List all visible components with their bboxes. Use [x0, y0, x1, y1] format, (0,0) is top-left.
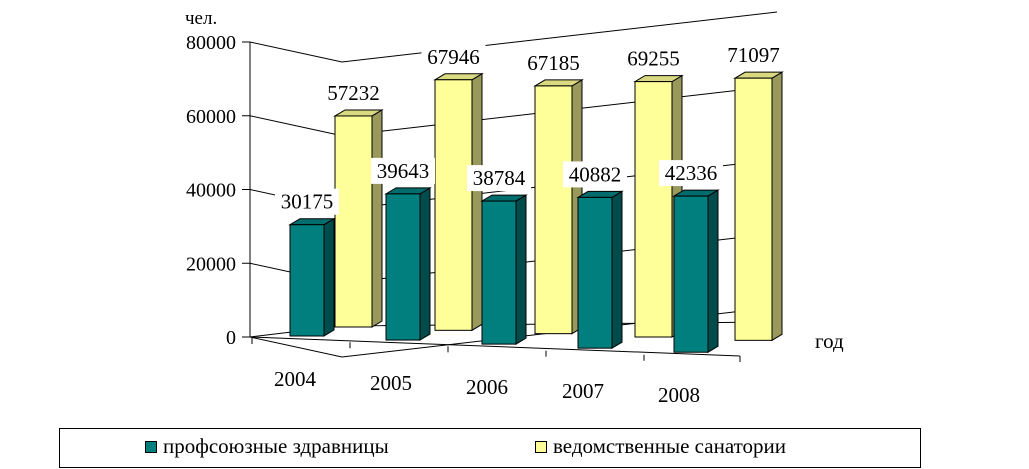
y-axis-unit-label: чел. — [185, 8, 217, 29]
data-label-series-2-0: 57232 — [327, 81, 380, 105]
data-label-series-2-2: 67185 — [527, 51, 580, 75]
bar-series-2-4 — [734, 77, 773, 341]
bar-series-2-3 — [634, 81, 673, 338]
x-tick-label: 2006 — [466, 375, 508, 399]
data-label-bg-series-2-1 — [421, 43, 486, 70]
bar-side-series-2-0 — [371, 109, 383, 328]
bar-side-series-2-1 — [471, 72, 483, 332]
data-label-bg-series-1-2 — [467, 165, 531, 192]
data-label-series-1-2: 38784 — [473, 166, 526, 190]
data-label-series-2-4: 71097 — [727, 43, 780, 67]
data-label-bg-series-1-4 — [659, 160, 723, 187]
data-label-bg-series-2-2 — [521, 49, 586, 76]
y-tick-label: 40000 — [186, 180, 236, 202]
legend-swatch-series-2 — [535, 440, 547, 453]
legend-label-series-2: ведомственные санатории — [553, 434, 786, 458]
bar-series-2-1 — [434, 79, 473, 331]
y-tick-label: 20000 — [186, 253, 236, 275]
legend: профсоюзные здравницы ведомственные сана… — [59, 428, 921, 468]
legend-swatch-series-1 — [145, 440, 157, 453]
legend-item-series-2: ведомственные санатории — [535, 434, 786, 459]
gridline — [249, 11, 778, 63]
x-axis-line — [249, 336, 741, 357]
bar-side-series-2-4 — [771, 71, 783, 342]
y-tick-label: 0 — [226, 327, 236, 349]
data-label-series-2-3: 69255 — [627, 47, 680, 71]
y-tick-label: 80000 — [186, 32, 236, 54]
x-tick-label: 2008 — [658, 383, 700, 407]
data-label-bg-series-1-3 — [563, 161, 627, 188]
bar-side-series-1-4 — [707, 189, 719, 354]
bar-series-2-2 — [534, 85, 573, 335]
data-label-bg-series-2-3 — [621, 45, 686, 72]
bar-side-series-1-0 — [323, 217, 335, 337]
bar-series-1-0 — [289, 224, 325, 337]
bar-side-series-1-1 — [419, 186, 431, 341]
bar-series-1-2 — [481, 200, 517, 345]
data-label-series-1-0: 30175 — [281, 190, 334, 214]
data-label-bg-series-2-4 — [721, 42, 786, 69]
bar-series-1-1 — [385, 193, 421, 341]
bar-side-series-1-2 — [515, 194, 527, 345]
data-label-series-2-1: 67946 — [427, 45, 480, 69]
x-tick-label: 2005 — [370, 371, 412, 395]
x-tick-label: 2004 — [274, 367, 317, 391]
data-label-series-1-4: 42336 — [665, 161, 718, 185]
bar-series-2-0 — [334, 115, 373, 328]
bar-side-series-1-3 — [611, 190, 623, 350]
x-tick-label: 2007 — [562, 379, 604, 403]
bar-series-1-4 — [673, 195, 709, 353]
data-label-bg-series-1-1 — [371, 157, 435, 184]
data-label-bg-series-2-0 — [321, 79, 386, 106]
bar-series-1-3 — [577, 196, 613, 349]
x-axis-unit-label: год — [815, 329, 844, 353]
data-label-bg-series-1-0 — [275, 188, 339, 215]
y-tick-label: 60000 — [186, 106, 236, 128]
data-label-series-1-3: 40882 — [569, 162, 622, 186]
legend-label-series-1: профсоюзные здравницы — [163, 434, 389, 458]
legend-item-series-1: профсоюзные здравницы — [145, 434, 389, 459]
data-label-series-1-1: 39643 — [377, 159, 430, 183]
